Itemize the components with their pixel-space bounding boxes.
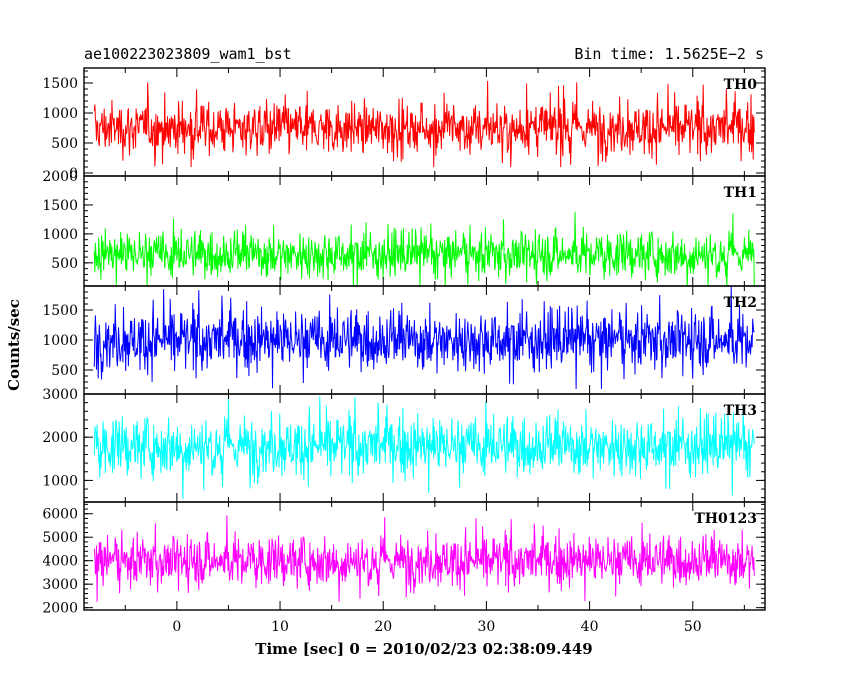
x-tick-label: 0 (172, 619, 181, 635)
series-th3 (93, 394, 755, 500)
bin-time-title: Bin time: 1.5625E−2 s (574, 45, 764, 63)
y-tick-label: 0 (69, 166, 78, 182)
y-tick-label: 2000 (42, 601, 78, 617)
x-tick-label: 50 (684, 619, 702, 635)
y-tick-label: 5000 (42, 530, 78, 546)
y-tick-label: 2000 (42, 169, 78, 185)
y-tick-label: 6000 (42, 507, 78, 523)
y-tick-label: 1000 (42, 473, 78, 489)
x-axis-label: Time [sec] 0 = 2010/02/23 02:38:09.449 (255, 640, 592, 658)
series-th0123 (93, 515, 755, 602)
panel-label-th2: TH2 (724, 295, 757, 311)
y-tick-label: 1000 (42, 227, 78, 243)
panel-label-th1: TH1 (724, 185, 757, 201)
x-tick-label: 40 (581, 619, 599, 635)
series-th2 (93, 286, 755, 390)
x-tick-label: 30 (477, 619, 495, 635)
y-tick-label: 1500 (42, 303, 78, 319)
panels-group: 0 500 1000 1500 TH0 500 1000 1500 2000 TH1 500 1000… (42, 67, 766, 617)
panel-label-th0123: TH0123 (694, 511, 757, 527)
y-tick-label: 1000 (42, 106, 78, 122)
x-tick-label: 20 (374, 619, 392, 635)
y-tick-label: 4000 (42, 554, 78, 570)
panel-th0: 0 500 1000 1500 TH0 (42, 67, 766, 182)
y-tick-label: 1500 (42, 198, 78, 214)
y-tick-label: 500 (51, 256, 78, 272)
panel-th3: 1000 2000 3000 TH3 (42, 387, 766, 503)
series-th0 (93, 80, 755, 168)
y-tick-label: 500 (51, 136, 78, 152)
panel-label-th0: TH0 (724, 77, 758, 93)
panel-th1: 500 1000 1500 2000 TH1 (42, 169, 766, 287)
y-tick-label: 2000 (42, 430, 78, 446)
y-tick-label: 500 (51, 363, 78, 379)
y-tick-label: 3000 (42, 577, 78, 593)
x-axis: 0 10 20 30 40 50 (172, 619, 701, 635)
x-tick-label: 10 (271, 619, 289, 635)
y-axis-label: Counts/sec (5, 299, 23, 391)
observation-id-title: ae100223023809_wam1_bst (84, 45, 292, 63)
series-th1 (93, 211, 755, 286)
panel-label-th3: TH3 (724, 403, 757, 419)
panel-th0123: 2000 3000 4000 5000 6000 TH0123 (42, 501, 766, 617)
y-tick-label: 1500 (42, 76, 78, 92)
panel-th2: 500 1000 1500 TH2 (42, 285, 766, 395)
panel-frame (83, 175, 766, 287)
y-tick-label: 1000 (42, 333, 78, 349)
y-tick-label: 3000 (42, 387, 78, 403)
